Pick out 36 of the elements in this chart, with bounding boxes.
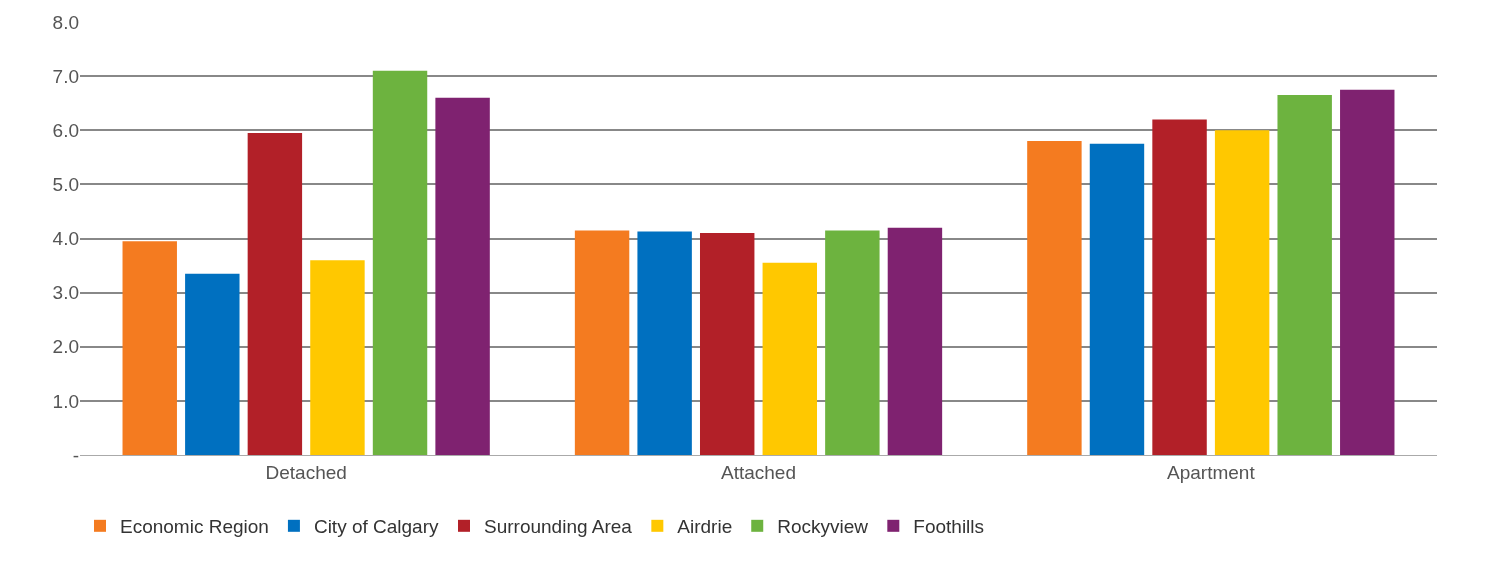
bar xyxy=(1027,141,1082,455)
y-tick-label: 2.0 xyxy=(52,336,79,358)
bar xyxy=(699,233,755,455)
y-tick-label: 5.0 xyxy=(52,174,79,196)
legend-label: Economic Region xyxy=(120,516,269,538)
y-tick-label: 8.0 xyxy=(52,11,79,33)
bar xyxy=(574,230,630,455)
bar xyxy=(310,260,365,455)
x-tick-label: Apartment xyxy=(1167,461,1256,483)
bar xyxy=(825,230,880,455)
bar xyxy=(247,132,303,455)
bar xyxy=(887,227,943,455)
legend-label: Surrounding Area xyxy=(484,516,633,538)
bar xyxy=(1277,95,1332,455)
y-tick-label: 7.0 xyxy=(52,65,79,87)
bar xyxy=(762,262,818,455)
x-tick-label: Attached xyxy=(721,461,796,483)
legend-label: Foothills xyxy=(913,516,985,538)
bar xyxy=(1152,119,1207,455)
y-tick-label: - xyxy=(72,444,79,466)
bar xyxy=(122,241,177,455)
bar xyxy=(637,231,692,455)
y-tick-label: 1.0 xyxy=(52,390,79,412)
bar xyxy=(435,97,490,455)
legend-label: Airdrie xyxy=(677,516,733,538)
bar xyxy=(1089,143,1145,455)
bar xyxy=(372,70,428,455)
bar xyxy=(1214,130,1270,455)
legend-label: City of Calgary xyxy=(313,516,440,538)
bar xyxy=(185,273,240,455)
bar xyxy=(1340,89,1395,455)
y-tick-label: 4.0 xyxy=(52,228,79,250)
legend-label: Rockyview xyxy=(777,516,869,538)
y-tick-label: 6.0 xyxy=(52,119,79,141)
x-tick-label: Detached xyxy=(265,461,347,483)
y-tick-label: 3.0 xyxy=(52,282,79,304)
